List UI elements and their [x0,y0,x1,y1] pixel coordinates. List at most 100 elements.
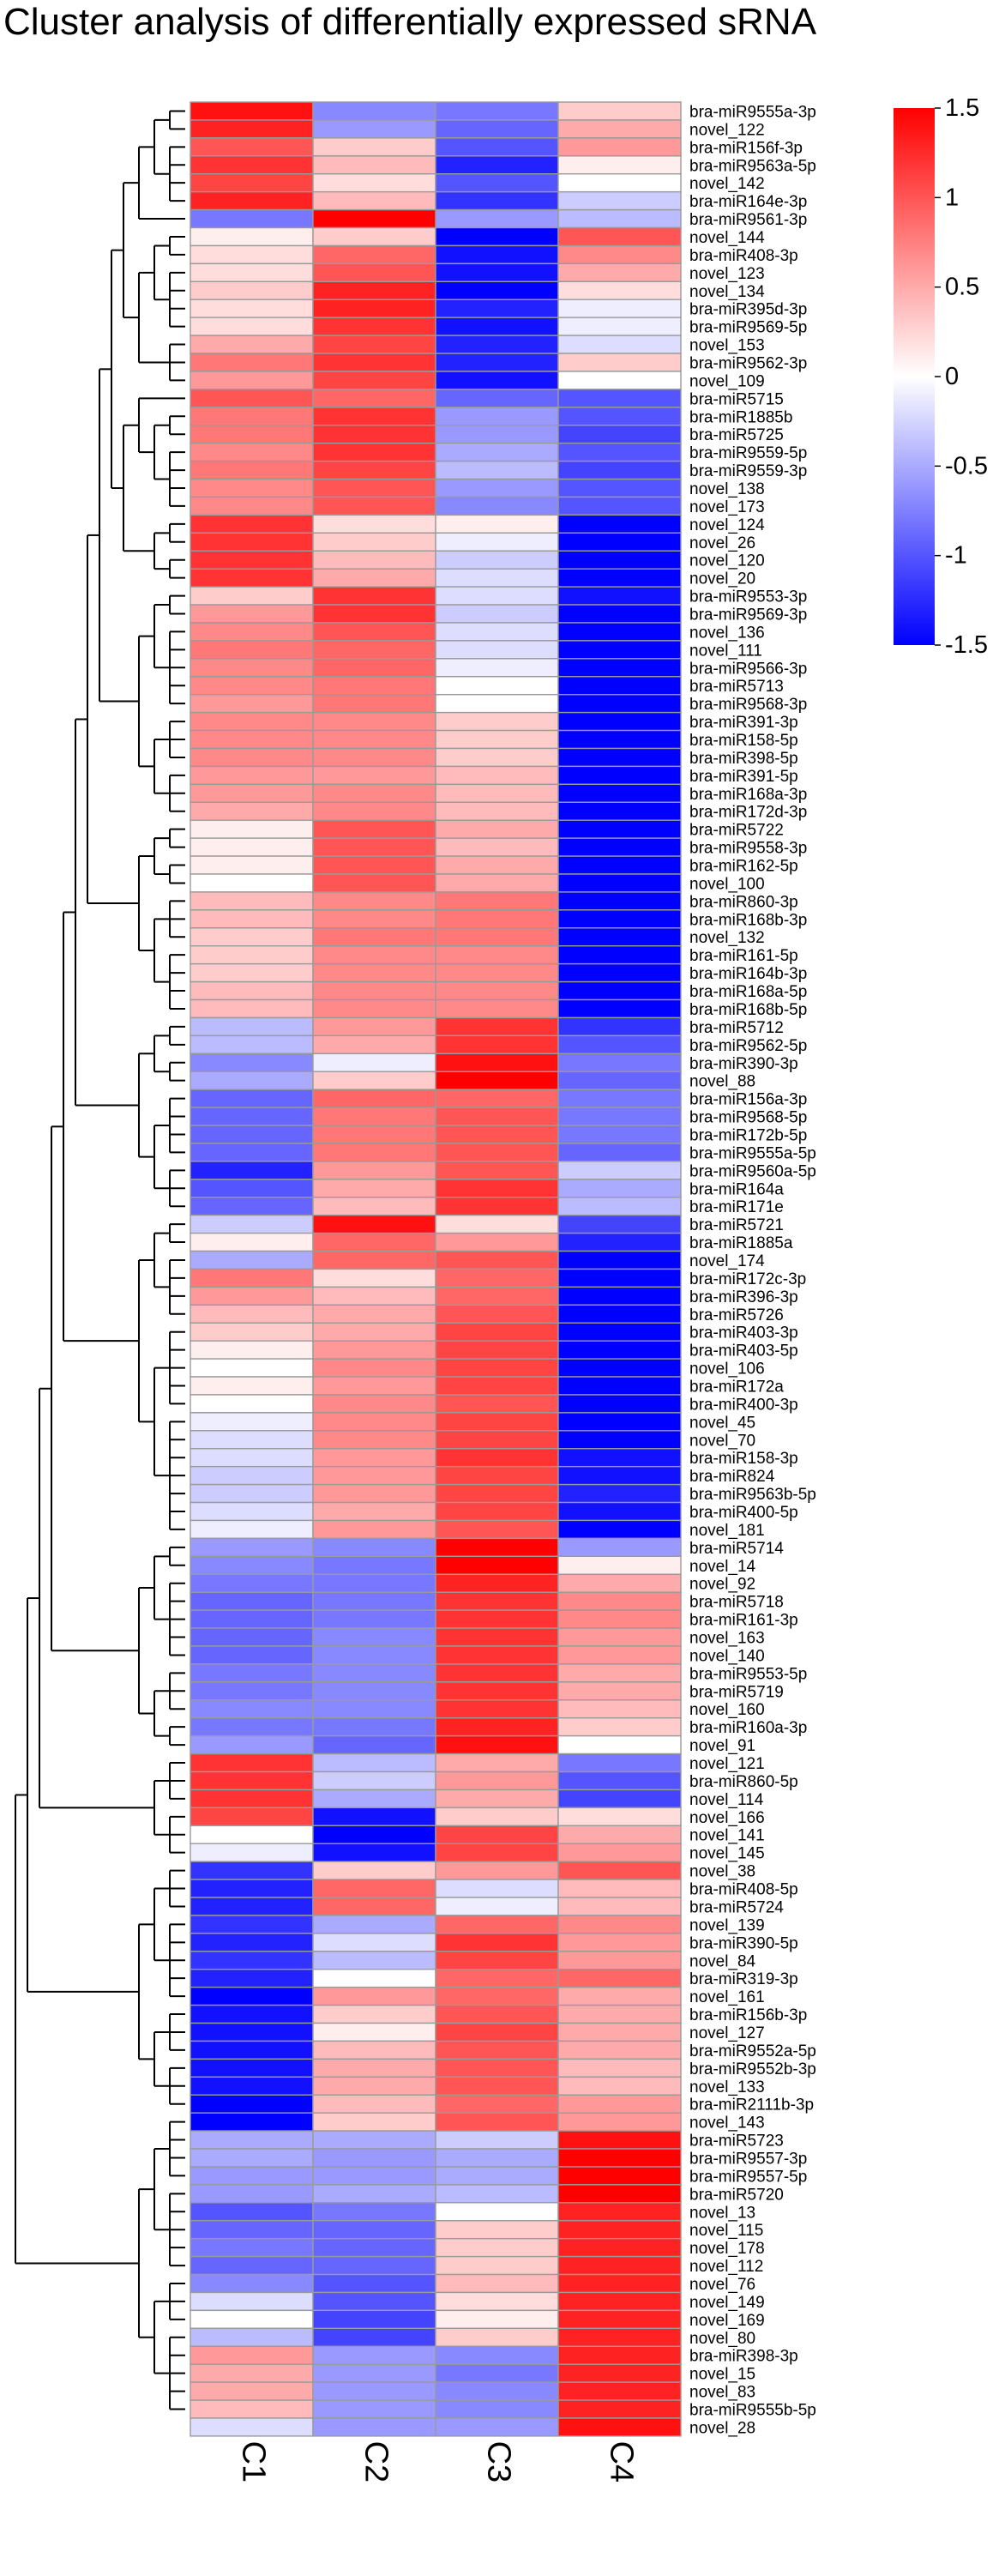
heatmap-cell [435,783,559,803]
heatmap-cell [435,1465,559,1486]
heatmap-cell [435,173,559,193]
heatmap-cell [557,1214,682,1234]
heatmap-cell [190,1716,314,1737]
heatmap-cell [312,2076,436,2096]
heatmap-cell [190,945,314,965]
row-label: bra-miR9557-3p [689,2150,807,2168]
heatmap-cell [435,640,559,660]
chart-title: Cluster analysis of differentially expre… [3,1,817,43]
heatmap-cell [435,1232,559,1252]
heatmap-cell [312,1609,436,1629]
heatmap-cell [190,1483,314,1504]
heatmap-cell [557,532,682,552]
heatmap-cell [312,1053,436,1072]
heatmap-cell [435,1897,559,1916]
heatmap-cell [190,2004,314,2024]
heatmap-cell [557,1089,682,1108]
heatmap-cell [312,658,436,678]
heatmap-cell [435,2363,559,2383]
heatmap-cell [190,335,314,354]
heatmap-cell [312,1555,436,1575]
heatmap-cell [435,1825,559,1844]
heatmap-cell [435,2022,559,2042]
heatmap-cell [312,1663,436,1683]
heatmap-cell [190,2237,314,2258]
heatmap-cell [557,1933,682,1952]
heatmap-cell [190,1501,314,1522]
heatmap-cell [190,640,314,660]
heatmap-cell [557,101,682,121]
row-label: bra-miR9552a-5p [689,2042,816,2060]
heatmap-cell [312,2058,436,2078]
heatmap-cell [190,389,314,408]
heatmap-cell [312,1143,436,1162]
heatmap-cell [557,226,682,247]
heatmap-cell [312,262,436,282]
row-label: novel_28 [689,2419,755,2437]
row-label: bra-miR168b-3p [689,911,807,929]
heatmap-cell [312,604,436,624]
heatmap-cell [557,1179,682,1198]
heatmap-cell [190,353,314,372]
row-label: bra-miR5714 [689,1540,784,1558]
heatmap-cell [190,1609,314,1629]
row-label: bra-miR9561-3p [689,211,807,229]
column-label: C2 [358,2441,394,2483]
heatmap-cell [557,1304,682,1324]
heatmap-cell [190,1394,314,1414]
heatmap-cell [557,1915,682,1934]
heatmap-cell [435,2004,559,2024]
heatmap-cell [435,1268,559,1288]
heatmap-cell [312,1017,436,1037]
heatmap-cell [557,1483,682,1504]
heatmap-cell [435,1555,559,1575]
heatmap-cell [557,2309,682,2330]
heatmap-cell [557,1627,682,1647]
color-legend: 1.5 1 0.5 0 -0.5 -1 -1.5 [894,94,988,659]
heatmap-cell [435,190,559,211]
row-label: novel_174 [689,1252,765,1270]
heatmap-cells [190,101,682,2437]
heatmap-cell [190,1915,314,1934]
row-label: bra-miR161-3p [689,1612,798,1630]
heatmap-cell [557,837,682,857]
row-label: novel_163 [689,1630,765,1648]
heatmap-cell [312,425,436,444]
row-label: bra-miR403-5p [689,1342,798,1360]
heatmap-cell [557,119,682,139]
heatmap-cell [435,568,559,588]
heatmap-cell [557,2327,682,2347]
heatmap-cell [557,1879,682,1898]
heatmap-cell [557,550,682,570]
heatmap-cell [435,980,559,1001]
heatmap-cell [190,2076,314,2096]
heatmap-cell [190,1645,314,1665]
row-label: bra-miR172d-3p [689,804,807,822]
heatmap-cell [190,855,314,875]
heatmap-cell [557,1573,682,1593]
heatmap-cell [190,119,314,139]
row-label: novel_120 [689,552,765,570]
row-label: novel_109 [689,372,765,390]
heatmap-cell [190,1879,314,1898]
heatmap-cell [190,1771,314,1791]
heatmap-cell [190,2399,314,2419]
heatmap-cell [312,711,436,732]
heatmap-cell [557,244,682,265]
heatmap-cell [312,1430,436,1450]
row-label: bra-miR9562-3p [689,354,807,372]
row-label: bra-miR172a [689,1378,784,1396]
heatmap-cell [312,1376,436,1396]
heatmap-cell [190,2273,314,2294]
heatmap-cell [435,1053,559,1072]
heatmap-cell [312,1322,436,1342]
heatmap-cell [312,568,436,588]
row-label: bra-miR9563a-5p [689,157,816,175]
heatmap-cell [435,1879,559,1898]
row-label: bra-miR391-3p [689,714,798,732]
heatmap-cell [435,1430,559,1450]
heatmap-cell [190,1951,314,1970]
row-label: novel_166 [689,1809,765,1827]
row-label: bra-miR168a-3p [689,786,807,804]
heatmap-cell [190,1448,314,1468]
